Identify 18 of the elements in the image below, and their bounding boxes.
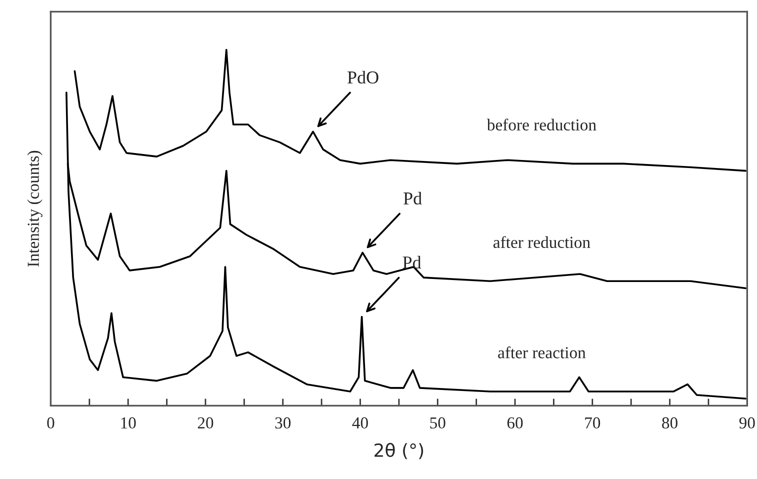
series-label: after reduction [493,236,590,248]
series-label: after reaction [498,346,586,358]
x-axis-title: 2θ (°) [374,442,424,460]
x-tick-label: 90 [739,417,755,429]
x-tick-label: 70 [585,417,600,429]
annotation: PdO [348,70,378,84]
x-tick-label: 0 [47,417,54,429]
annotation: Pd [402,256,422,269]
y-axis-title: Intensity (counts) [27,150,42,267]
x-tick-label: 10 [121,417,136,429]
x-tick-label: 30 [275,417,291,429]
annotation: Pd [404,192,422,205]
x-tick-label: 20 [198,417,214,429]
x-tick-label: 40 [352,417,368,429]
x-tick-label: 80 [662,417,678,429]
x-tick-label: 60 [507,417,523,429]
series-label: before reduction [486,118,596,131]
x-tick-label: 50 [430,417,446,429]
